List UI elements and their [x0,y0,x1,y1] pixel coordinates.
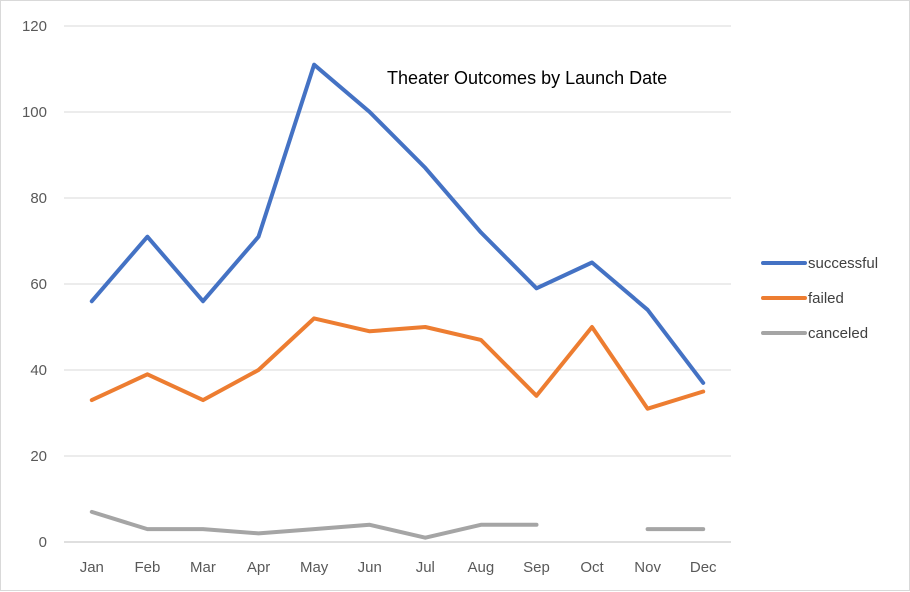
x-tick-label: May [300,559,329,576]
x-tick-label: Nov [634,559,661,576]
series-line-successful [89,62,706,385]
x-tick-label: Jun [358,559,382,576]
y-tick-label: 80 [30,190,47,207]
x-axis-ticks: Jan Feb Mar Apr May Jun Jul Aug Sep Oct Nov Dec [80,559,717,576]
x-tick-label: Mar [190,559,216,576]
y-axis-ticks: 0 20 40 60 80 100 120 [22,18,47,551]
x-tick-label: Aug [468,559,495,576]
series-line-failed [89,316,706,411]
x-tick-label: Jul [416,559,435,576]
y-tick-label: 100 [22,104,47,121]
x-tick-label: Oct [580,559,604,576]
legend: successful failed canceled [761,255,878,342]
legend-label-failed: failed [808,290,844,307]
legend-label-successful: successful [808,255,878,272]
chart-title: Theater Outcomes by Launch Date [387,68,667,88]
gridlines [64,25,731,543]
x-tick-label: Feb [134,559,160,576]
x-tick-label: Jan [80,559,104,576]
y-tick-label: 60 [30,276,47,293]
x-tick-label: Apr [247,559,270,576]
y-tick-label: 120 [22,18,47,35]
series-lines [89,62,706,540]
x-tick-label: Dec [690,559,717,576]
y-tick-label: 0 [39,534,47,551]
y-tick-label: 40 [30,362,47,379]
y-tick-label: 20 [30,448,47,465]
x-tick-label: Sep [523,559,550,576]
series-line-canceled [89,509,706,540]
legend-label-canceled: canceled [808,325,868,342]
